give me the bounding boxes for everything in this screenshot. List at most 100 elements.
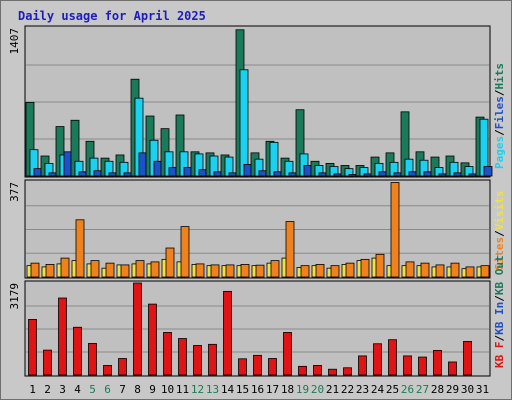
bar-kb-f bbox=[403, 355, 412, 376]
bar-sites bbox=[330, 265, 340, 278]
x-tick-label: 24 bbox=[371, 383, 385, 396]
bar-kb-f bbox=[463, 341, 472, 376]
x-tick-label: 4 bbox=[74, 383, 81, 396]
bar-sites bbox=[90, 260, 100, 278]
legend-entry: Sites bbox=[493, 237, 506, 270]
bar-kb-f bbox=[28, 319, 37, 376]
bar-kb-f bbox=[373, 343, 382, 376]
bar-kb-f bbox=[193, 345, 202, 376]
x-tick-label: 26 bbox=[401, 383, 414, 396]
bar-sites bbox=[375, 253, 385, 278]
bar-kb-f bbox=[163, 332, 172, 376]
bar-sites bbox=[315, 264, 325, 278]
legend-entry: / bbox=[493, 129, 506, 136]
bar-kb-f bbox=[208, 343, 217, 376]
bar-sites bbox=[480, 265, 490, 278]
x-tick-label: 8 bbox=[134, 383, 141, 396]
bar-sites bbox=[240, 264, 250, 278]
x-tick-label: 13 bbox=[206, 383, 219, 396]
legend-entry: Visits bbox=[493, 191, 506, 231]
x-tick-label: 3 bbox=[59, 383, 66, 396]
y-max-label: 1407 bbox=[8, 28, 21, 55]
x-tick-label: 31 bbox=[476, 383, 489, 396]
bar-kb-f bbox=[148, 303, 157, 376]
legend-entry: KB F bbox=[493, 342, 506, 369]
x-tick-label: 14 bbox=[221, 383, 235, 396]
bar-kb-f bbox=[223, 290, 232, 376]
bar-sites bbox=[210, 264, 220, 278]
x-tick-label: 1 bbox=[29, 383, 36, 396]
x-tick-label: 9 bbox=[149, 383, 156, 396]
x-tick-label: 22 bbox=[341, 383, 354, 396]
legend-entry: / bbox=[493, 89, 506, 96]
legend-entry: Hits bbox=[493, 63, 506, 90]
bar-kb-f bbox=[388, 339, 397, 376]
legend-entry: / bbox=[493, 335, 506, 342]
legend-entry: Files bbox=[493, 96, 506, 129]
bar-sites bbox=[195, 263, 205, 278]
bar-kb-f bbox=[43, 349, 52, 376]
x-tick-label: 7 bbox=[119, 383, 126, 396]
legend-entry: KB Out bbox=[493, 255, 506, 295]
bar-kb-f bbox=[133, 282, 142, 376]
bar-kb-f bbox=[88, 343, 97, 376]
x-tick-label: 5 bbox=[89, 383, 96, 396]
x-tick-label: 16 bbox=[251, 383, 264, 396]
bar-sites bbox=[165, 247, 175, 278]
bar-sites bbox=[225, 264, 235, 278]
bar-files bbox=[269, 141, 279, 177]
bar-sites bbox=[150, 261, 160, 278]
bar-sites bbox=[180, 226, 190, 278]
bar-kb-f bbox=[313, 365, 322, 376]
chart-panels: 1407Pages/Files/Hits377Sites/Visits3179K… bbox=[8, 25, 506, 377]
x-tick-label: 12 bbox=[191, 383, 204, 396]
x-tick-label: 2 bbox=[44, 383, 51, 396]
legend-entry: / bbox=[493, 230, 506, 237]
x-tick-label: 19 bbox=[296, 383, 309, 396]
bar-sites bbox=[420, 262, 430, 278]
bar-kb-f bbox=[283, 332, 292, 376]
x-tick-label: 15 bbox=[236, 383, 249, 396]
bar-sites bbox=[105, 262, 115, 278]
bar-kb-f bbox=[268, 358, 277, 376]
y-max-label: 377 bbox=[8, 182, 21, 202]
x-tick-label: 28 bbox=[431, 383, 444, 396]
bar-kb-f bbox=[343, 367, 352, 376]
x-tick-label: 21 bbox=[326, 383, 339, 396]
bar-sites bbox=[285, 221, 295, 278]
panel-hits-files-pages: 1407 Pages/Files/Hits bbox=[8, 25, 506, 178]
bar-sites bbox=[300, 265, 310, 278]
bar-files bbox=[239, 69, 249, 177]
x-tick-label: 6 bbox=[104, 383, 111, 396]
bar-kb-f bbox=[418, 356, 427, 376]
bar-sites bbox=[465, 266, 475, 278]
bar-kb-f bbox=[118, 358, 127, 376]
bar-sites bbox=[135, 260, 145, 278]
bar-kb-f bbox=[433, 350, 442, 376]
bar-kb-f bbox=[328, 368, 337, 376]
x-axis-ticks: 1 2 3 4 5 6 7 8 9 10 11 12 13 14 15 16 17 18 19 20 21 22 23 24 2… bbox=[29, 383, 489, 396]
bar-kb-f bbox=[73, 326, 82, 376]
bar-sites bbox=[450, 262, 460, 278]
bar-sites bbox=[390, 182, 400, 278]
x-tick-label: 18 bbox=[281, 383, 294, 396]
panel-legend: Sites/Visits bbox=[493, 191, 506, 271]
x-tick-label: 11 bbox=[176, 383, 189, 396]
bar-kb-f bbox=[238, 358, 247, 376]
bar-sites bbox=[120, 264, 130, 278]
legend-entry: / bbox=[493, 295, 506, 302]
panel-legend: Pages/Files/Hits bbox=[493, 63, 506, 169]
bar-kb-f bbox=[103, 365, 112, 376]
y-max-label: 3179 bbox=[8, 283, 21, 310]
x-tick-label: 17 bbox=[266, 383, 279, 396]
panel-legend: KB F/KB In/KB Out bbox=[493, 255, 506, 368]
bar-sites bbox=[345, 262, 355, 278]
bar-sites bbox=[60, 257, 70, 278]
bar-sites bbox=[405, 261, 415, 278]
bar-sites bbox=[255, 264, 265, 278]
bar-sites bbox=[45, 264, 55, 278]
x-tick-label: 30 bbox=[461, 383, 474, 396]
bar-sites bbox=[30, 262, 40, 278]
